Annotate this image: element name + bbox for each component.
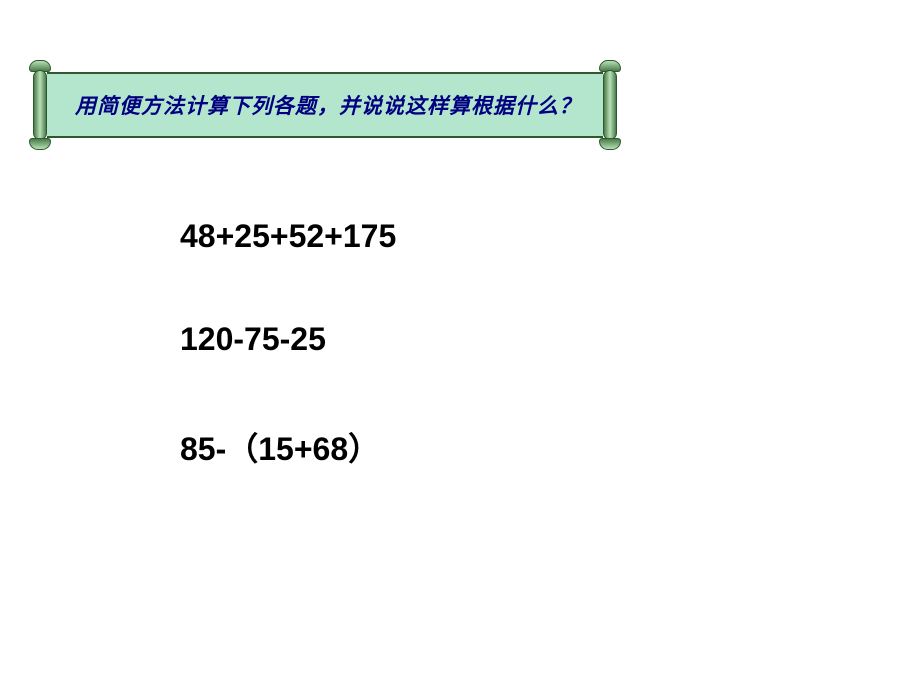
question-banner: 用简便方法计算下列各题，并说说这样算根据什么？ [25,60,625,150]
banner-body: 用简便方法计算下列各题，并说说这样算根据什么？ [47,72,603,138]
scroll-roll-body-left [33,70,47,140]
banner-text: 用简便方法计算下列各题，并说说这样算根据什么？ [75,90,581,120]
scroll-cap-bottom-left [29,138,51,150]
problems-list: 48+25+52+175 120-75-25 85-（15+68） [180,218,396,536]
problem-3: 85-（15+68） [180,424,396,470]
scroll-roll-body-right [603,70,617,140]
problem-1: 48+25+52+175 [180,218,396,255]
scroll-cap-bottom-right [599,138,621,150]
scroll-roll-right [595,60,625,150]
problem-2: 120-75-25 [180,321,396,358]
